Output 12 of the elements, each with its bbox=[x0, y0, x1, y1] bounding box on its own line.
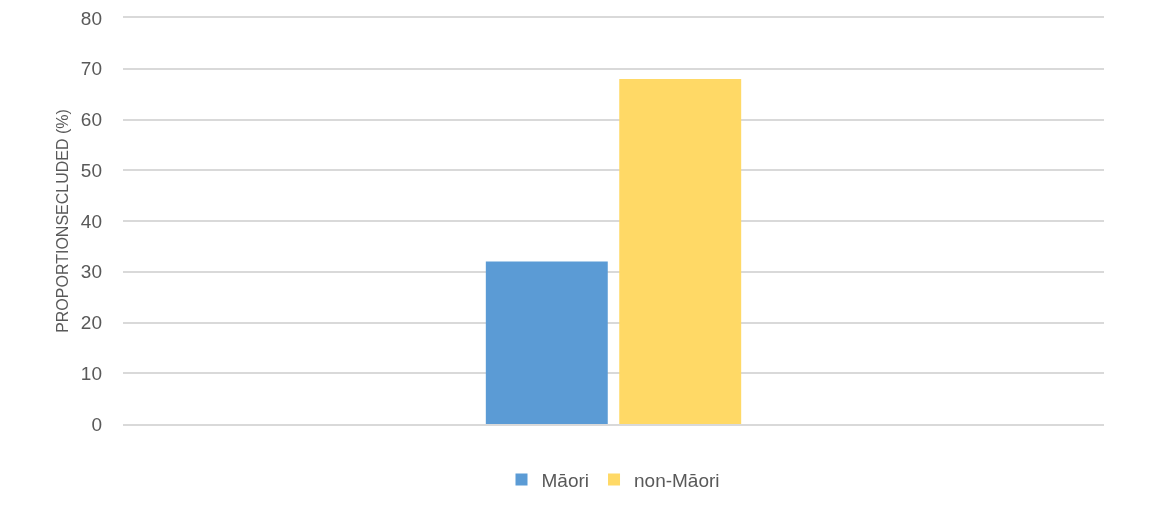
y-tick-label: 50 bbox=[80, 159, 102, 181]
legend-label: non-Māori bbox=[634, 469, 720, 491]
y-tick-label: 0 bbox=[91, 413, 102, 435]
y-tick-label: 70 bbox=[80, 58, 102, 80]
legend-label: Māori bbox=[541, 469, 590, 491]
y-tick-label: 10 bbox=[80, 362, 102, 384]
y-tick-label: 40 bbox=[80, 210, 102, 232]
y-tick-label: 80 bbox=[80, 7, 102, 29]
y-axis-title: PROPORTIONSECLUDED (%) bbox=[53, 109, 71, 333]
y-tick-label: 20 bbox=[80, 312, 102, 334]
y-tick-label: 60 bbox=[80, 109, 102, 131]
y-tick-label: 30 bbox=[80, 261, 102, 283]
